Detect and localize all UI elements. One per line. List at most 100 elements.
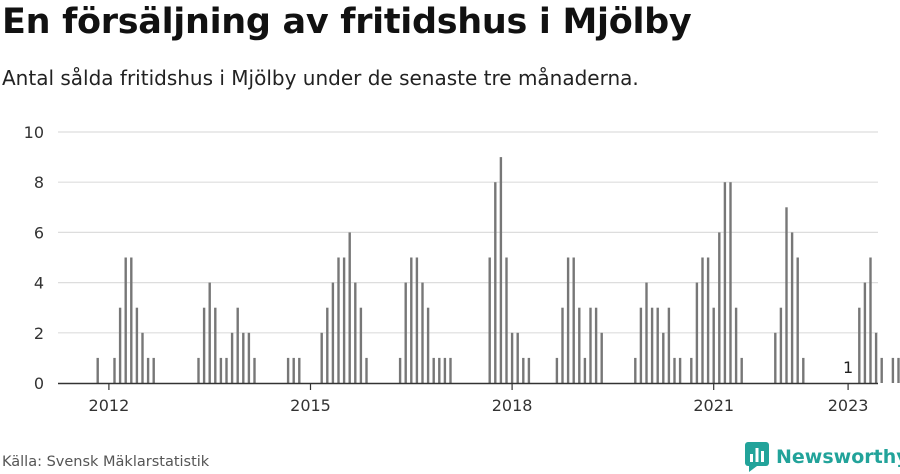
bar: [779, 307, 783, 383]
bar: [578, 307, 581, 383]
bar: [298, 357, 301, 383]
bar: [488, 257, 491, 383]
bar: [292, 357, 295, 383]
bar: [690, 357, 693, 383]
bar: [594, 307, 598, 383]
bar: [891, 357, 895, 383]
highlight-value-label: 1: [843, 358, 853, 377]
bar: [152, 357, 155, 383]
bar: [527, 357, 531, 383]
x-tick-label: 2015: [290, 396, 331, 415]
bar: [146, 357, 150, 383]
bar: [432, 357, 435, 383]
bar: [583, 357, 587, 383]
bar: [326, 307, 329, 383]
bar: [790, 232, 794, 383]
bar: [236, 307, 239, 383]
x-tick-label: 2023: [828, 396, 869, 415]
bar: [286, 357, 290, 383]
bar: [510, 332, 514, 383]
bar: [734, 307, 738, 383]
bar: [197, 357, 200, 383]
bar: [359, 307, 363, 383]
bar: [130, 257, 133, 383]
bar: [354, 282, 357, 383]
bar: [398, 357, 402, 383]
bar: [695, 282, 699, 383]
bar: [673, 357, 676, 383]
chart-title: En försäljning av fritidshus i Mjölby: [2, 2, 692, 42]
newsworthy-logo-icon: [745, 442, 769, 472]
bar: [421, 282, 424, 383]
bar: [701, 257, 704, 383]
bar: [247, 332, 251, 383]
bar: [572, 257, 575, 383]
bar: [863, 282, 867, 383]
bar: [443, 357, 447, 383]
x-tick-label: 2012: [89, 396, 130, 415]
bar: [723, 182, 727, 383]
x-tick-label: 2021: [693, 396, 734, 415]
bar: [656, 307, 659, 383]
bar: [802, 357, 805, 383]
bar: [678, 357, 682, 383]
bar: [645, 282, 648, 383]
bar: [426, 307, 430, 383]
bar: [438, 357, 441, 383]
y-tick-label: 2: [34, 324, 44, 343]
bar: [897, 357, 900, 383]
bar: [214, 307, 217, 383]
bar: [499, 157, 503, 383]
bar: [516, 332, 519, 383]
bar: [135, 307, 139, 383]
bar: [858, 307, 861, 383]
bar: [667, 307, 671, 383]
x-tick-label: 2018: [492, 396, 533, 415]
bar: [320, 332, 323, 383]
bar: [774, 332, 777, 383]
bar: [555, 357, 559, 383]
bar: [242, 332, 245, 383]
bar: [208, 282, 211, 383]
bar: [706, 257, 710, 383]
bar: [522, 357, 525, 383]
bar: [600, 332, 603, 383]
bar: [331, 282, 335, 383]
bar: [505, 257, 508, 383]
bar: [712, 307, 715, 383]
bar: [124, 257, 127, 383]
bar: [415, 257, 419, 383]
bar: [796, 257, 799, 383]
bar: [342, 257, 346, 383]
bar: [740, 357, 743, 383]
bar: [880, 357, 883, 383]
y-tick-label: 4: [34, 274, 44, 293]
newsworthy-logo[interactable]: Newsworthy: [745, 442, 900, 472]
bar: [729, 182, 732, 383]
bar: [225, 357, 228, 383]
bar: [874, 332, 878, 383]
brand-name: Newsworthy: [776, 446, 900, 468]
bar: [337, 257, 340, 383]
bar: [785, 207, 788, 383]
bar: [410, 257, 413, 383]
y-tick-label: 8: [34, 173, 44, 192]
bar: [113, 357, 116, 383]
bar: [662, 332, 665, 383]
bar: [566, 257, 570, 383]
y-tick-label: 10: [24, 123, 44, 142]
bar: [253, 357, 256, 383]
bar: [718, 232, 721, 383]
bar: [494, 182, 497, 383]
bar-chart: 0 2 4 6 8 10 1 2012 2015 2018 2021 2023: [24, 123, 900, 415]
chart-subtitle: Antal sålda fritidshus i Mjölby under de…: [2, 66, 639, 90]
bar: [141, 332, 144, 383]
bar: [869, 257, 872, 383]
bar: [561, 307, 564, 383]
bar: [634, 357, 637, 383]
y-tick-label: 0: [34, 374, 44, 393]
bar: [404, 282, 407, 383]
bar: [639, 307, 643, 383]
bar: [96, 357, 99, 383]
bar: [365, 357, 368, 383]
